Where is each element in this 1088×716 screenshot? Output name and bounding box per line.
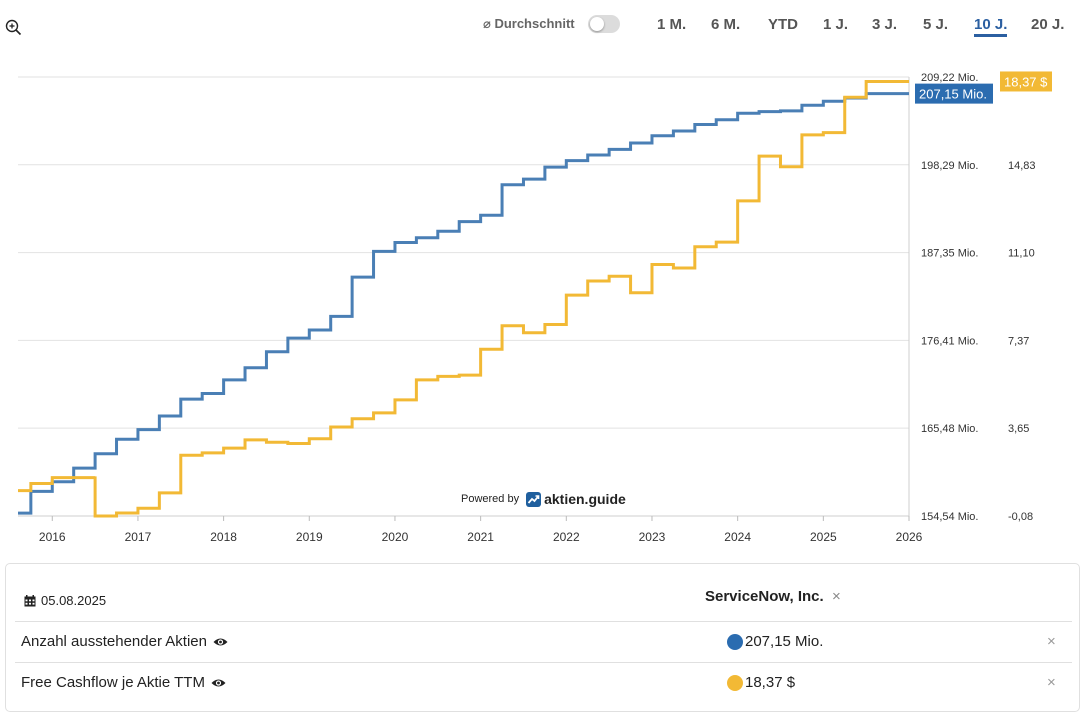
- chart-toolbar: ⌀ Durchschnitt 1 M. 6 M. YTD 1 J. 3 J. 5…: [0, 0, 1088, 52]
- toggle-knob: [589, 17, 604, 31]
- x-tick-label: 2024: [724, 530, 751, 544]
- range-ytd-button[interactable]: YTD: [768, 16, 798, 33]
- x-tick-label: 2025: [810, 530, 837, 544]
- metric-label-row: Free Cashflow je Aktie TTM: [21, 674, 226, 691]
- series-color-dot: [727, 674, 743, 691]
- average-toggle[interactable]: [587, 15, 620, 33]
- range-6m-button[interactable]: 6 M.: [711, 16, 741, 33]
- x-tick-label: 2021: [467, 530, 494, 544]
- metric-value-wrap: 207,15 Mio.: [727, 633, 823, 650]
- y-left-tick-label: 187,35 Mio.: [921, 248, 978, 260]
- table-row: Anzahl ausstehender Aktien 207,15 Mio. ×: [15, 621, 1072, 662]
- x-tick-label: 2018: [210, 530, 237, 544]
- shares-outstanding-series-line: [18, 92, 909, 515]
- range-5y-button[interactable]: 5 J.: [923, 16, 949, 33]
- y-right-tick-label: -0,08: [1008, 511, 1033, 523]
- x-tick-label: 2016: [39, 530, 66, 544]
- shares-last-value-label-bg: [915, 83, 993, 104]
- metric-value: 18,37 $: [745, 674, 796, 691]
- selected-date: 05.08.2025: [41, 593, 107, 608]
- remove-company-button[interactable]: ×: [832, 588, 841, 605]
- eye-icon[interactable]: [213, 637, 228, 647]
- x-tick-label: 2017: [125, 530, 152, 544]
- company-name: ServiceNow, Inc.: [705, 588, 824, 605]
- remove-metric-button[interactable]: ×: [1047, 674, 1056, 691]
- zoom-in-icon[interactable]: [5, 19, 22, 36]
- range-3y-button[interactable]: 3 J.: [872, 16, 898, 33]
- y-left-tick-label: 165,48 Mio.: [921, 423, 978, 435]
- metric-label: Anzahl ausstehender Aktien: [21, 633, 207, 650]
- x-tick-label: 2022: [553, 530, 580, 544]
- line-chart: 154,54 Mio. 165,48 Mio. 176,41 Mio. 187,35 …: [18, 71, 1052, 544]
- y-right-tick-label: 14,83: [1008, 160, 1036, 172]
- y-left-tick-label: 176,41 Mio.: [921, 335, 978, 347]
- average-control: ⌀ Durchschnitt: [483, 15, 620, 33]
- average-label: ⌀ Durchschnitt: [483, 16, 575, 31]
- powered-by-brand: aktien.guide: [544, 491, 626, 507]
- metric-value: 207,15 Mio.: [745, 633, 824, 650]
- metric-value-wrap: 18,37 $: [727, 674, 795, 691]
- y-left-tick-label: 198,29 Mio.: [921, 160, 978, 172]
- metric-label: Free Cashflow je Aktie TTM: [21, 674, 205, 691]
- range-1y-button[interactable]: 1 J.: [823, 16, 849, 33]
- shares-last-value-label: 207,15 Mio.: [919, 87, 987, 102]
- calendar-icon: [24, 594, 36, 606]
- range-10y-button[interactable]: 10 J.: [974, 16, 1008, 37]
- metric-label-row: Anzahl ausstehender Aktien: [21, 633, 228, 650]
- x-tick-label: 2026: [896, 530, 923, 544]
- powered-by: Powered by aktien.guide: [461, 491, 626, 507]
- remove-metric-button[interactable]: ×: [1047, 633, 1056, 650]
- y-right-tick-label: 11,10: [1008, 248, 1035, 260]
- powered-by-text: Powered by: [461, 493, 520, 505]
- table-row: Free Cashflow je Aktie TTM 18,37 $ ×: [15, 662, 1072, 703]
- info-card: 05.08.2025 ServiceNow, Inc. × Anzahl aus…: [5, 563, 1080, 712]
- eye-icon[interactable]: [211, 678, 226, 688]
- cashflow-last-value-label: 18,37 $: [1004, 74, 1048, 89]
- x-tick-label: 2019: [296, 530, 323, 544]
- range-1m-button[interactable]: 1 M.: [657, 16, 687, 33]
- series-color-dot: [727, 633, 743, 650]
- x-tick-label: 2023: [639, 530, 666, 544]
- date-row: 05.08.2025: [24, 593, 106, 608]
- aktien-guide-logo-icon: [526, 491, 542, 507]
- x-tick-label: 2020: [382, 530, 409, 544]
- cashflow-last-value-label-bg: [1000, 71, 1052, 92]
- y-left-tick-label: 209,22 Mio.: [921, 72, 978, 84]
- y-left-tick-label: 154,54 Mio.: [921, 511, 978, 523]
- range-20y-button[interactable]: 20 J.: [1031, 16, 1065, 33]
- y-right-tick-label: 3,65: [1008, 423, 1029, 435]
- free-cashflow-series-line: [18, 79, 909, 518]
- y-right-tick-label: 7,37: [1008, 336, 1029, 348]
